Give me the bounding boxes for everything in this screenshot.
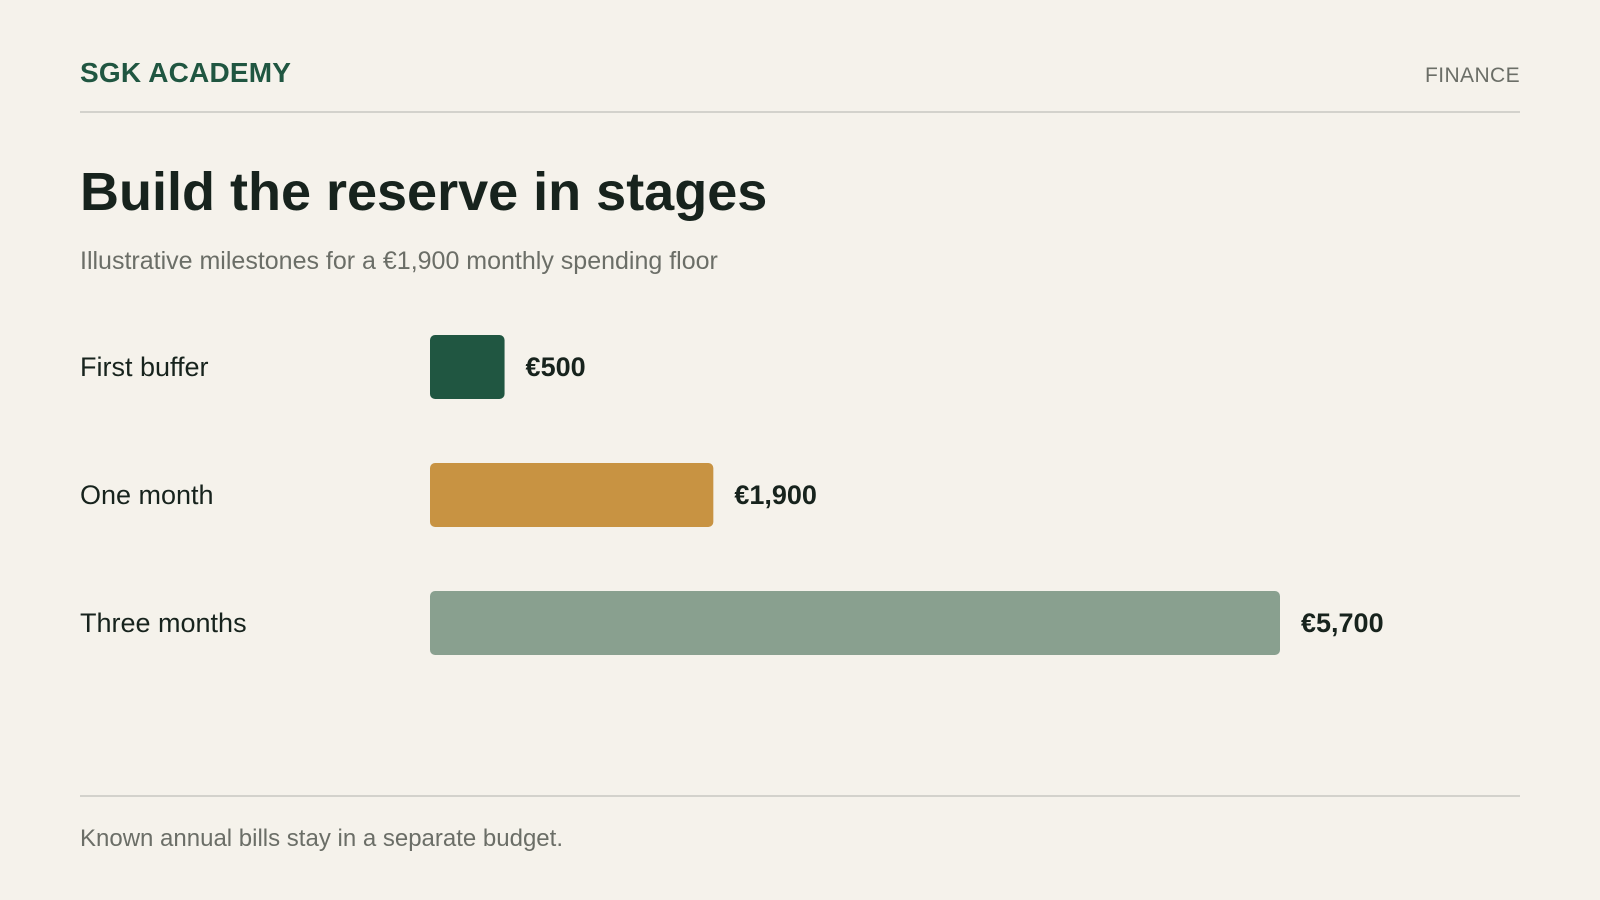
value-label-first-buffer: €500	[526, 352, 586, 382]
bar-chart: First buffer €500 One month €1,900 Three mon…	[80, 335, 1384, 655]
page-subtitle: Illustrative milestones for a €1,900 mon…	[80, 247, 718, 275]
header-bar: SGK ACADEMY FINANCE	[80, 57, 1520, 113]
category-label-three-months: Three months	[80, 608, 247, 638]
page-title: Build the reserve in stages	[80, 162, 768, 222]
bar-three-months	[430, 591, 1280, 655]
category-label-one-month: One month	[80, 480, 214, 510]
section-label: FINANCE	[1425, 64, 1520, 87]
bar-one-month	[430, 463, 714, 527]
value-label-three-months: €5,700	[1301, 608, 1384, 638]
category-label-first-buffer: First buffer	[80, 352, 209, 382]
bar-first-buffer	[430, 335, 505, 399]
footer-note: Known annual bills stay in a separate bu…	[80, 825, 563, 852]
value-label-one-month: €1,900	[734, 480, 817, 510]
brand-logo: SGK ACADEMY	[80, 57, 292, 88]
footer-divider	[80, 795, 1520, 797]
